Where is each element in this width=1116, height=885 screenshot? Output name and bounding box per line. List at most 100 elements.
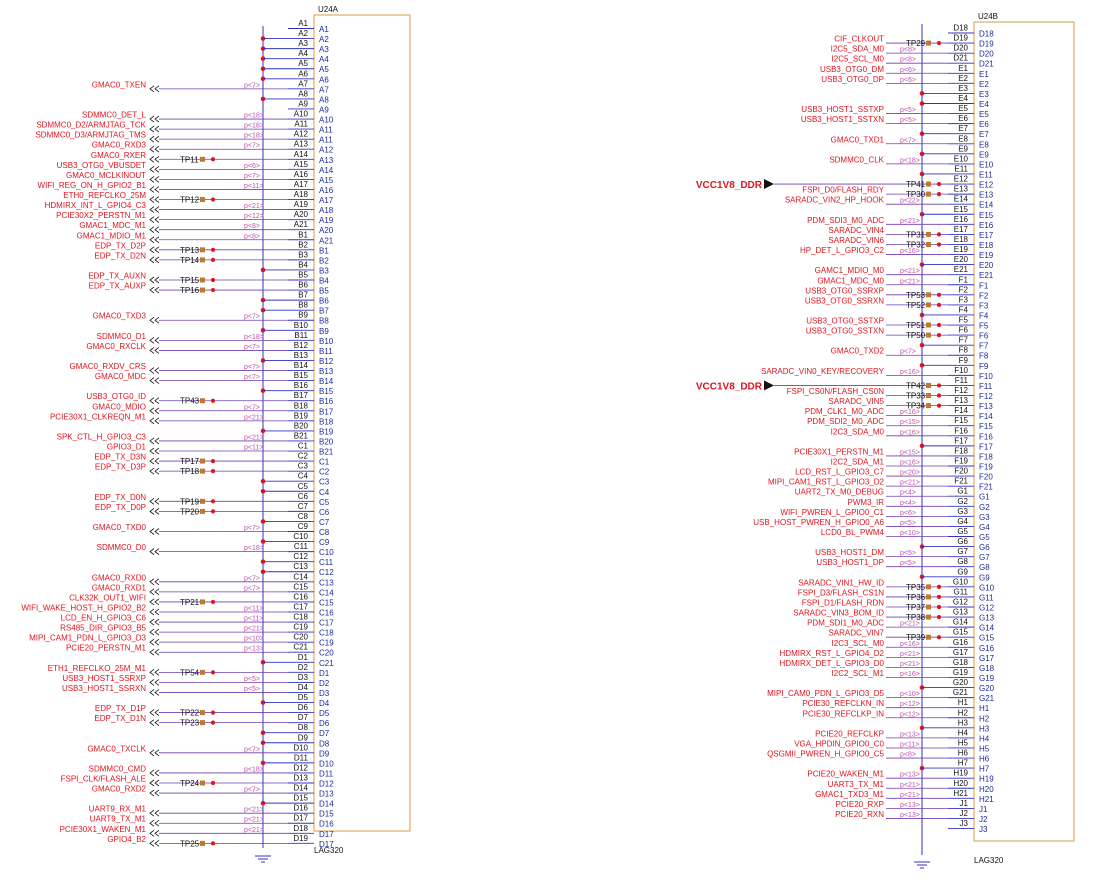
junction-dot [936, 333, 942, 338]
pin-name: E6 [979, 120, 989, 129]
net-label: GMAC0_TXEN [92, 80, 146, 89]
pin-name: B20 [319, 437, 334, 446]
pin-name: F10 [979, 372, 993, 381]
pin-row: C11 C10 SDMMC0_D0 p<18> [97, 542, 335, 557]
pin-row: A8 A8 [260, 89, 329, 104]
junction-dot [210, 841, 216, 846]
net-label: FSPI_D3/FLASH_CS1N [798, 588, 884, 597]
page-reference: p<6> [900, 77, 916, 84]
net-label: GMAC0_RXD1 [92, 583, 147, 592]
net-label: USB3_HOST1_DM [815, 548, 884, 557]
net-label: WIFI_PWREN_L_GPIO0_C1 [780, 508, 884, 517]
net-label: EDP_TX_AUXN [88, 272, 146, 281]
pin-name: E10 [979, 160, 994, 169]
pin-row: A1 A1 [288, 19, 329, 34]
net-label: GMAC0_RXD3 [92, 141, 147, 150]
pin-row: B14 B13 GMAC0_RXDV_CRS p<7> [70, 361, 334, 376]
test-point-label: TP42 [906, 381, 926, 390]
net-label: GMAC1_MDC_M0 [817, 276, 884, 285]
pin-number: F3 [959, 295, 969, 304]
page-reference: p<21> [900, 792, 920, 799]
page-reference: p<21> [244, 807, 264, 814]
page-reference: p<7> [244, 314, 260, 321]
page-reference: p<7> [244, 364, 260, 371]
net-label: SARADC_VIN3_BOM_ID [793, 609, 884, 618]
net-label: GPIO4_B2 [107, 835, 146, 844]
pin-number: F2 [959, 285, 969, 294]
pin-row: B20 B19 [260, 421, 334, 436]
pin-row: B19 B18 PCIE30X1_CLKREQN_M1 p<21> [50, 411, 334, 426]
pin-number: G14 [953, 618, 969, 627]
test-point-pad-icon [926, 403, 931, 409]
pin-name: D16 [319, 820, 334, 829]
net-label: HDMIRX_INT_L_GPIO4_C3 [45, 201, 147, 210]
pin-number: F7 [959, 336, 969, 345]
pin-number: E14 [954, 195, 969, 204]
page-reference: p<8> [900, 752, 916, 759]
test-point-label: TP34 [906, 402, 926, 411]
pin-number: H19 [953, 769, 968, 778]
page-reference: p<18> [244, 334, 264, 341]
junction-dot [936, 584, 942, 589]
pin-number: B19 [294, 411, 309, 420]
pin-number: D1 [298, 653, 309, 662]
pin-row: E21 E21 GAMC1_MDIO_M0 p<21> [815, 265, 994, 280]
pin-row: B15 B14 GMAC0_MDC p<7> [95, 371, 334, 386]
pin-name: G11 [979, 593, 994, 602]
offsheet-connector-icon [149, 689, 160, 696]
pin-row: B12 B11 GMAC0_RXCLK p<7> [86, 341, 333, 356]
pin-number: E10 [954, 154, 969, 163]
pin-name: D9 [319, 749, 330, 758]
net-label: SARADC_VIN4 [828, 226, 884, 235]
offsheet-connector-icon [149, 276, 160, 284]
junction-dot [210, 197, 216, 202]
pin-number: D15 [293, 794, 308, 803]
pin-row: H20 H20 UART3_TX_M1 p<21> [828, 779, 995, 794]
pin-row: E2 E2 USB3_OTG0_DP p<6> [821, 74, 989, 89]
net-label: I2C2_SCL_M1 [832, 669, 885, 678]
pin-name: G3 [979, 513, 990, 522]
pin-name: G4 [979, 523, 990, 532]
pin-name: C9 [319, 538, 330, 547]
test-point-label: TP15 [180, 276, 200, 285]
net-label: PDM_SDI2_M0_ADC [807, 417, 884, 426]
pin-row: D17 D16 UART9_TX_M1 p<21> [90, 814, 335, 829]
pin-name: A14 [319, 166, 334, 175]
pin-row: F6 F6 USB3_OTG0_SSTXN TP50 [806, 326, 989, 341]
pin-number: G20 [953, 678, 969, 687]
pin-name: D4 [319, 699, 330, 708]
net-label: EDP_TX_D0P [95, 503, 146, 512]
net-label: HP_DET_L_GPIO3_C2 [800, 246, 885, 255]
page-reference: p<5> [900, 550, 916, 557]
pin-name: E7 [979, 130, 989, 139]
pin-row: G19 G19 I2C2_SCL_M1 p<16> [832, 668, 995, 683]
pin-number: D18 [953, 24, 968, 33]
pin-number: B12 [294, 341, 309, 350]
offsheet-connector-icon [149, 85, 160, 93]
junction-dot [210, 710, 216, 715]
pin-number: F6 [959, 326, 969, 335]
pin-name: J2 [979, 815, 988, 824]
net-label: USB3_HOST1_SSTXP [801, 105, 884, 114]
pin-name: D5 [319, 709, 330, 718]
pin-row: G20 G20 [919, 678, 995, 693]
page-reference: p<18> [244, 123, 264, 130]
pin-number: G9 [957, 567, 968, 576]
pin-name: F17 [979, 442, 993, 451]
test-point-label: TP24 [180, 779, 200, 788]
pin-name: A8 [319, 95, 329, 104]
offsheet-connector-icon [149, 618, 160, 626]
offsheet-connector-icon [149, 166, 160, 173]
pin-number: C19 [293, 623, 308, 632]
pin-number: C21 [293, 643, 308, 652]
junction-dot [210, 157, 216, 162]
page-reference: p<21> [900, 268, 920, 275]
net-label: FSPI_CLK/FLASH_ALE [61, 775, 146, 784]
net-label: USB3_OTG0_SSRXN [805, 296, 884, 305]
pin-row: E8 E8 GMAC0_TXD1 p<7> [831, 134, 990, 149]
pin-row: F18 F18 PCIE30X1_PERSTN_M1 p<15> [794, 446, 993, 461]
page-reference: p<16> [900, 369, 920, 376]
pin-row: E20 E20 [919, 255, 994, 270]
pin-name: C5 [319, 498, 330, 507]
pin-name: A7 [319, 85, 329, 94]
